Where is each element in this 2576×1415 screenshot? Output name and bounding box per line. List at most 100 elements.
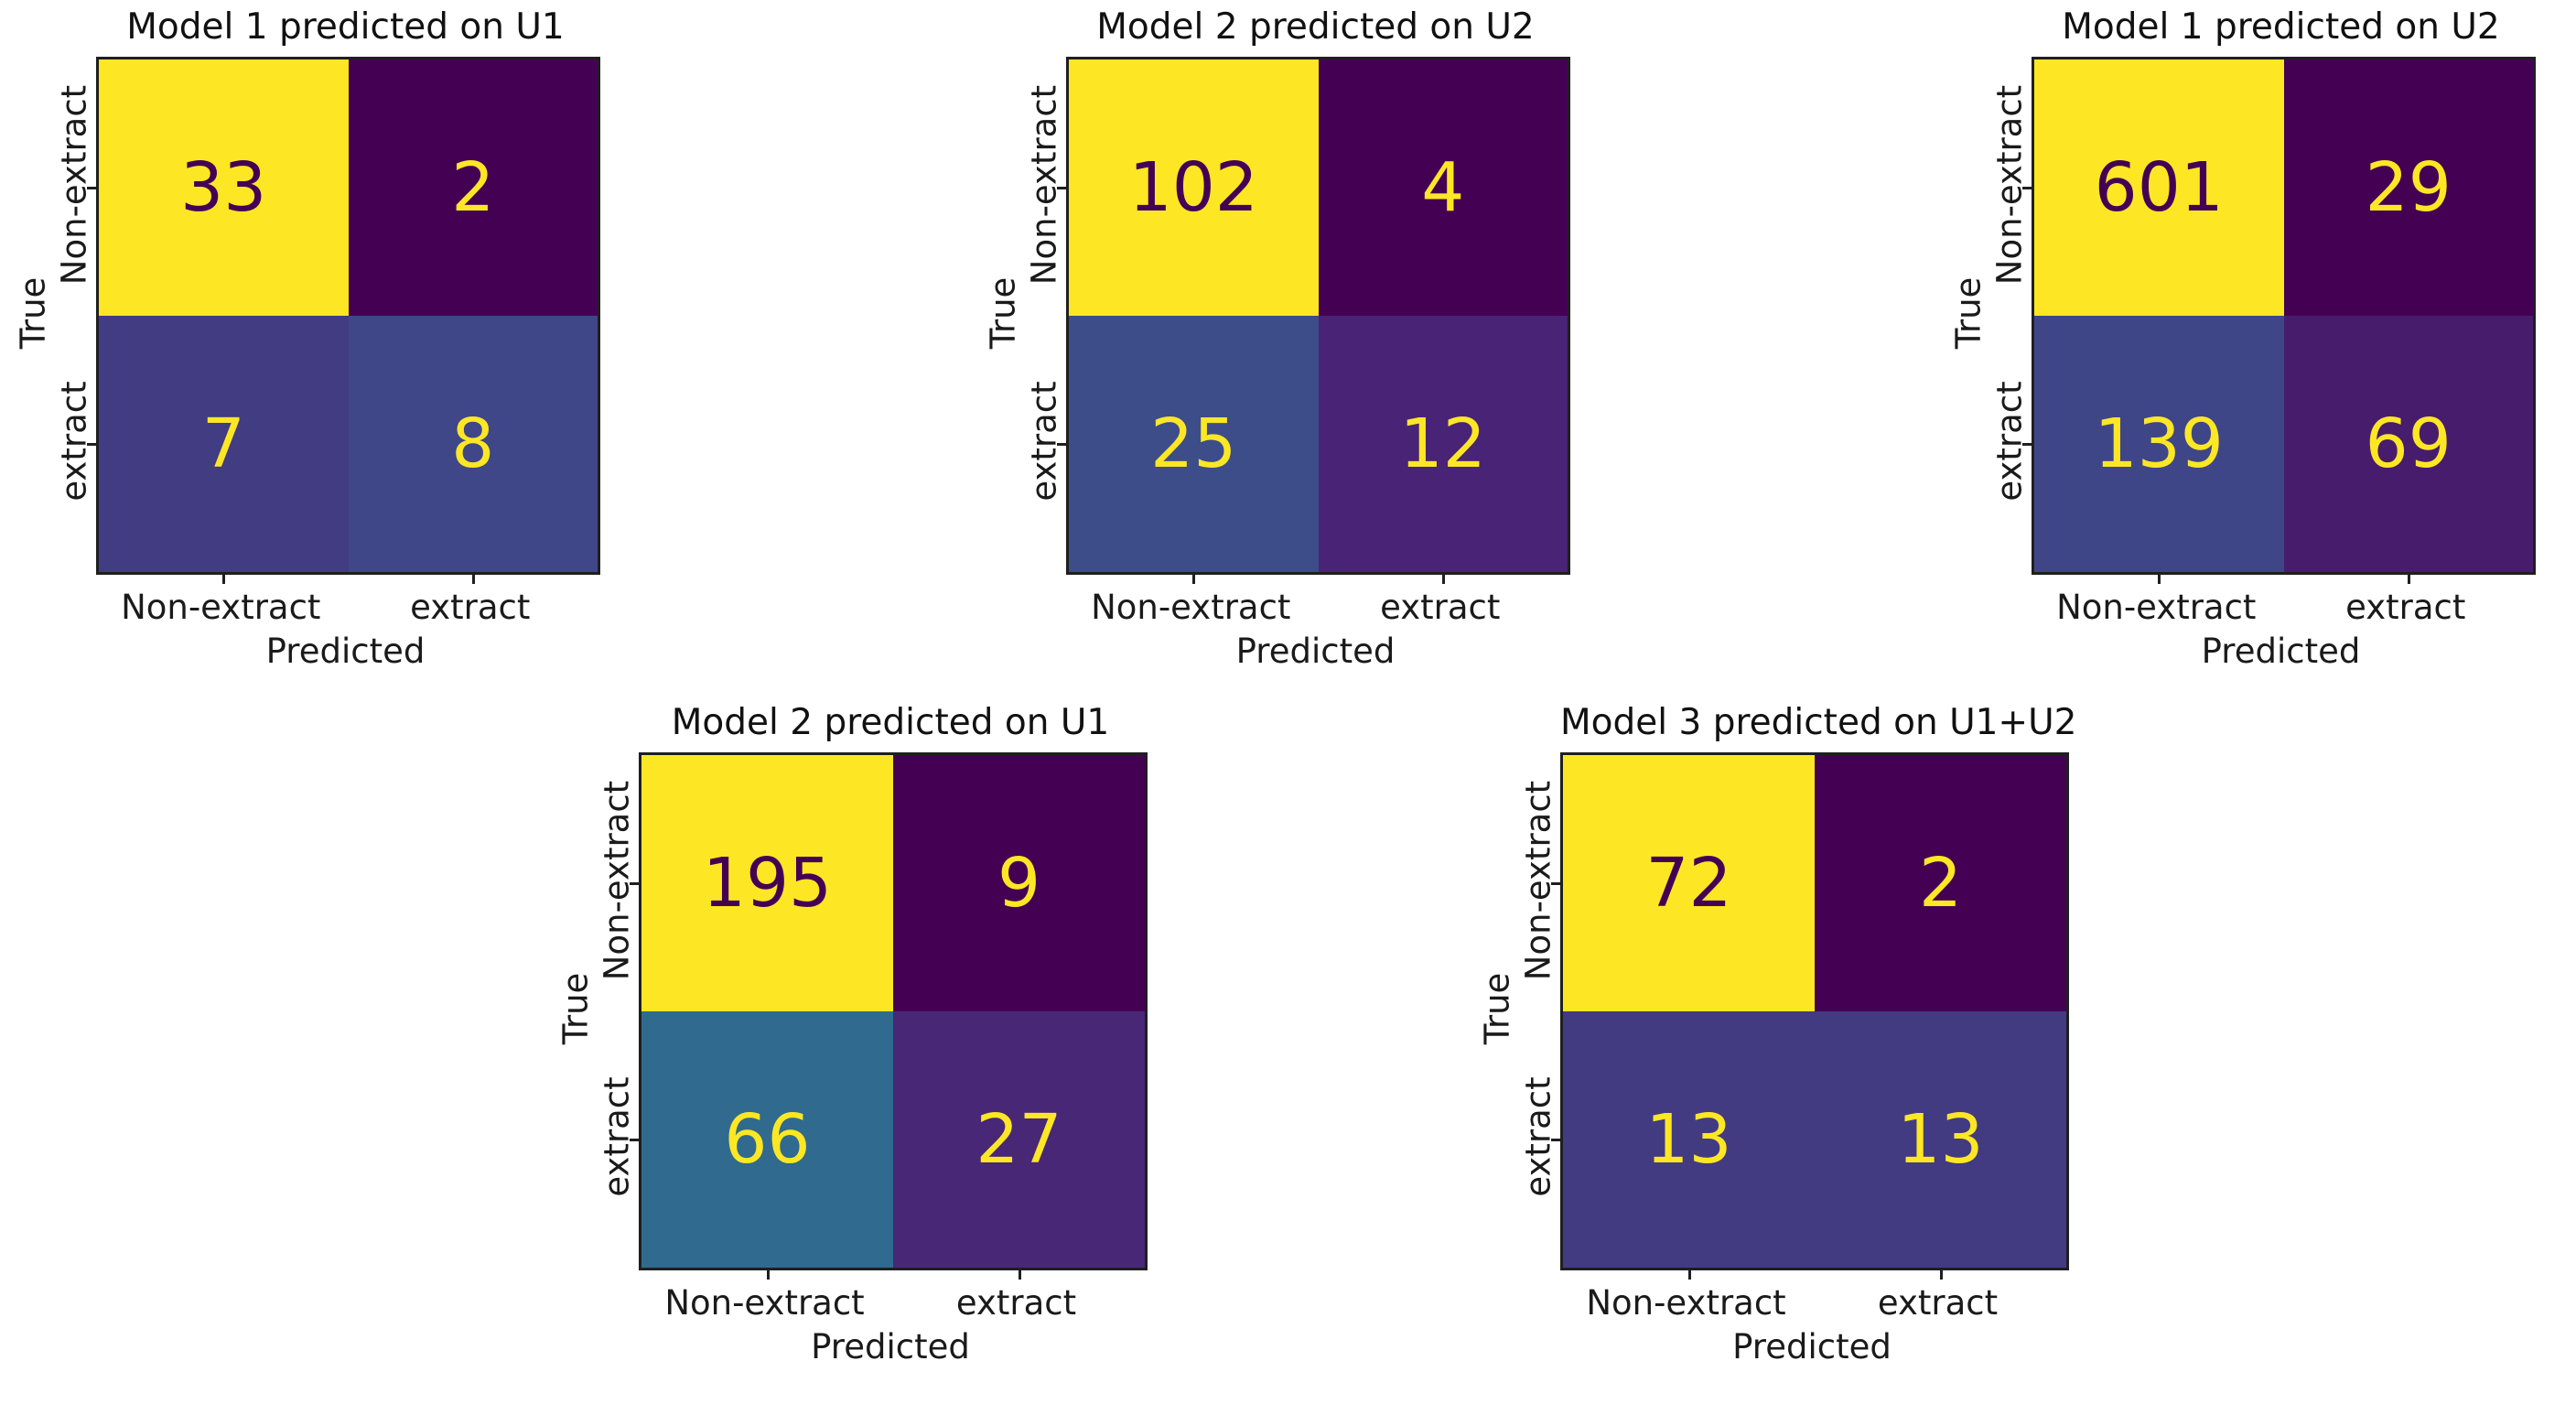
y-tick-labels: Non-extract extract xyxy=(1988,57,2032,569)
x-tick-mark xyxy=(2407,575,2410,584)
y-tick-label-extract: extract xyxy=(54,381,94,502)
y-tick-label-non-extract: Non-extract xyxy=(597,780,637,981)
matrix-cell: 601 xyxy=(2034,59,2284,316)
matrix-cell: 13 xyxy=(1563,1011,1815,1268)
panel-title: Model 1 predicted on U1 xyxy=(126,6,565,48)
matrix-cell: 33 xyxy=(99,59,349,316)
x-tick-mark xyxy=(1018,1270,1021,1280)
y-axis-label-text: True xyxy=(1948,276,1989,350)
x-tick-label-extract: extract xyxy=(1380,588,1501,627)
matrix-cell: 27 xyxy=(893,1011,1145,1268)
x-tick-mark xyxy=(2158,575,2161,584)
matrix-cell: 8 xyxy=(348,316,598,572)
y-tick-mark xyxy=(1551,1139,1560,1141)
x-tick-label-extract: extract xyxy=(2345,588,2466,627)
x-axis-label: Predicted xyxy=(2201,632,2361,671)
y-axis-label: True xyxy=(983,57,1023,569)
confusion-matrix: 33 2 7 8 xyxy=(87,57,600,584)
matrix-cell: 2 xyxy=(1815,755,2066,1011)
x-tick-labels: Non-extract extract xyxy=(639,1270,1142,1323)
y-tick-mark xyxy=(2022,443,2032,446)
y-tick-labels: Non-extract extract xyxy=(595,752,639,1265)
matrix-cell: 72 xyxy=(1563,755,1815,1011)
y-tick-labels: Non-extract extract xyxy=(52,57,96,569)
matrix-cell: 102 xyxy=(1069,59,1319,316)
panel-model2-u2: Model 2 predicted on U2 True Non-extract… xyxy=(984,4,1570,671)
x-tick-labels: Non-extract extract xyxy=(1560,1270,2064,1323)
matrix-cell: 2 xyxy=(348,59,598,316)
x-tick-mark xyxy=(1687,1270,1691,1280)
y-axis-label-text: True xyxy=(983,276,1023,350)
y-tick-mark xyxy=(87,187,96,189)
x-tick-labels: Non-extract extract xyxy=(2032,575,2530,627)
y-axis-gutter: True Non-extract extract xyxy=(556,752,639,1265)
y-tick-mark xyxy=(87,443,96,446)
y-tick-label-non-extract: Non-extract xyxy=(1024,84,1064,286)
y-tick-mark xyxy=(1057,187,1066,189)
matrix-cell: 195 xyxy=(641,755,893,1011)
y-axis-gutter: True Non-extract extract xyxy=(984,57,1066,569)
x-tick-label-extract: extract xyxy=(1877,1283,1999,1323)
y-axis-label: True xyxy=(13,57,53,569)
y-tick-label-extract: extract xyxy=(1024,381,1064,502)
x-tick-mark xyxy=(766,1270,770,1280)
x-tick-mark xyxy=(1441,575,1445,584)
y-tick-label-extract: extract xyxy=(1518,1076,1558,1197)
panel-title: Model 1 predicted on U2 xyxy=(2062,6,2500,48)
y-tick-mark xyxy=(630,1139,639,1141)
y-axis-gutter: True Non-extract extract xyxy=(1478,752,1560,1265)
panel-title: Model 2 predicted on U2 xyxy=(1096,6,1535,48)
x-tick-label-non-extract: Non-extract xyxy=(1586,1283,1786,1323)
matrix-cell: 7 xyxy=(99,316,349,572)
matrix-cell: 9 xyxy=(893,755,1145,1011)
x-axis-label: Predicted xyxy=(265,632,426,671)
matrix-cell: 66 xyxy=(641,1011,893,1268)
panel-model2-u1: Model 2 predicted on U1 True Non-extract… xyxy=(556,699,1148,1366)
x-tick-label-non-extract: Non-extract xyxy=(664,1283,865,1323)
plot-area: True Non-extract extract 195 9 66 27 xyxy=(556,752,1148,1280)
matrix-cell: 139 xyxy=(2034,316,2284,572)
x-tick-mark xyxy=(471,575,475,584)
y-axis-label-text: True xyxy=(1477,972,1517,1045)
y-tick-label-non-extract: Non-extract xyxy=(1989,84,2030,286)
plot-area: True Non-extract extract 33 2 7 8 xyxy=(14,57,600,584)
y-axis-label: True xyxy=(1948,57,1989,569)
x-tick-label-extract: extract xyxy=(410,588,531,627)
panel-model1-u1: Model 1 predicted on U1 True Non-extract… xyxy=(14,4,600,671)
panel-model1-u2: Model 1 predicted on U2 True Non-extract… xyxy=(1949,4,2536,671)
x-tick-label-non-extract: Non-extract xyxy=(2056,588,2257,627)
x-axis-label: Predicted xyxy=(1235,632,1396,671)
x-tick-mark xyxy=(1939,1270,1943,1280)
matrix-cell: 12 xyxy=(1318,316,1568,572)
x-tick-label-extract: extract xyxy=(955,1283,1077,1323)
panel-title: Model 2 predicted on U1 xyxy=(671,702,1110,743)
y-tick-mark xyxy=(2022,187,2032,189)
panel-title: Model 3 predicted on U1+U2 xyxy=(1560,702,2077,743)
matrix-cell: 4 xyxy=(1318,59,1568,316)
plot-area: True Non-extract extract 601 29 139 69 xyxy=(1949,57,2536,584)
x-tick-labels: Non-extract extract xyxy=(96,575,595,627)
confusion-matrix: 72 2 13 13 xyxy=(1551,752,2069,1280)
y-axis-label: True xyxy=(1477,752,1517,1265)
confusion-matrix: 195 9 66 27 xyxy=(630,752,1148,1280)
x-tick-labels: Non-extract extract xyxy=(1066,575,1565,627)
y-axis-label-text: True xyxy=(555,972,596,1045)
x-axis-label: Predicted xyxy=(1732,1327,1892,1366)
y-axis-gutter: True Non-extract extract xyxy=(1949,57,2032,569)
plot-area: True Non-extract extract 72 2 13 13 xyxy=(1478,752,2069,1280)
x-tick-mark xyxy=(1192,575,1196,584)
y-tick-label-non-extract: Non-extract xyxy=(1518,780,1558,981)
y-tick-label-non-extract: Non-extract xyxy=(54,84,94,286)
y-tick-labels: Non-extract extract xyxy=(1022,57,1066,569)
y-tick-mark xyxy=(630,882,639,885)
x-tick-label-non-extract: Non-extract xyxy=(1091,588,1291,627)
x-tick-mark xyxy=(222,575,226,584)
matrix-cell: 69 xyxy=(2283,316,2533,572)
y-axis-label-text: True xyxy=(13,276,53,350)
y-axis-gutter: True Non-extract extract xyxy=(14,57,96,569)
x-axis-label: Predicted xyxy=(811,1327,970,1366)
plot-area: True Non-extract extract 102 4 25 12 xyxy=(984,57,1570,584)
y-axis-label: True xyxy=(555,752,596,1265)
matrix-cell: 29 xyxy=(2283,59,2533,316)
